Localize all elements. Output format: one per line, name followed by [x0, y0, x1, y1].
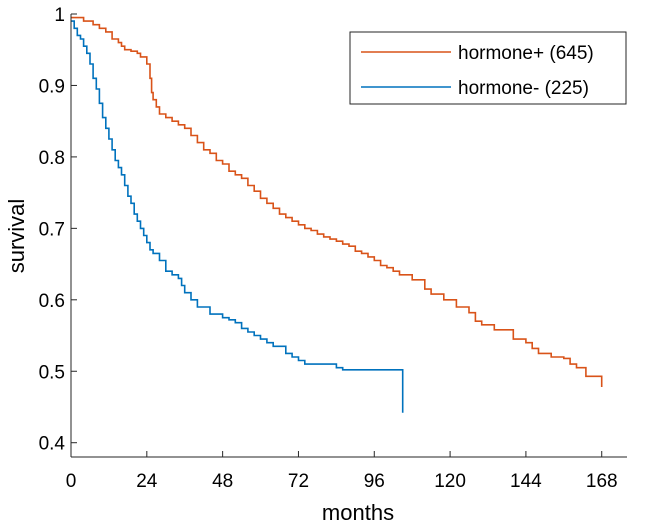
x-tick-label-48: 48	[212, 471, 233, 492]
legend-box	[349, 31, 627, 105]
y-axis-label: survival	[4, 199, 29, 274]
series-line-hormone-negative	[71, 20, 404, 413]
legend-label-hormone-negative: hormone- (225)	[458, 78, 589, 99]
x-tick-label-96: 96	[364, 471, 385, 492]
x-ticks: 0 24 48 72 96 120 144 168	[66, 451, 618, 492]
y-tick-label-0.5: 0.5	[39, 362, 65, 383]
y-tick-label-0.9: 0.9	[39, 76, 65, 97]
x-tick-label-168: 168	[586, 471, 618, 492]
x-tick-label-0: 0	[66, 471, 77, 492]
series-line-hormone-positive	[71, 16, 603, 387]
y-tick-label-1: 1	[54, 5, 65, 26]
axes-layer	[70, 14, 627, 458]
y-tick-label-0.4: 0.4	[39, 434, 66, 455]
x-axis-label: months	[322, 500, 394, 525]
x-tick-label-120: 120	[434, 471, 466, 492]
x-tick-label-72: 72	[288, 471, 309, 492]
x-tick-label-144: 144	[510, 471, 542, 492]
y-tick-label-0.7: 0.7	[39, 219, 65, 240]
y-ticks: 0.4 0.5 0.6 0.7 0.8 0.9 1	[39, 5, 77, 455]
legend-label-hormone-positive: hormone+ (645)	[458, 43, 594, 64]
y-tick-label-0.6: 0.6	[39, 291, 65, 312]
series-layer	[71, 16, 603, 413]
legend: hormone+ (645) hormone- (225)	[349, 31, 627, 105]
y-tick-label-0.8: 0.8	[39, 148, 65, 169]
x-tick-label-24: 24	[136, 471, 158, 492]
